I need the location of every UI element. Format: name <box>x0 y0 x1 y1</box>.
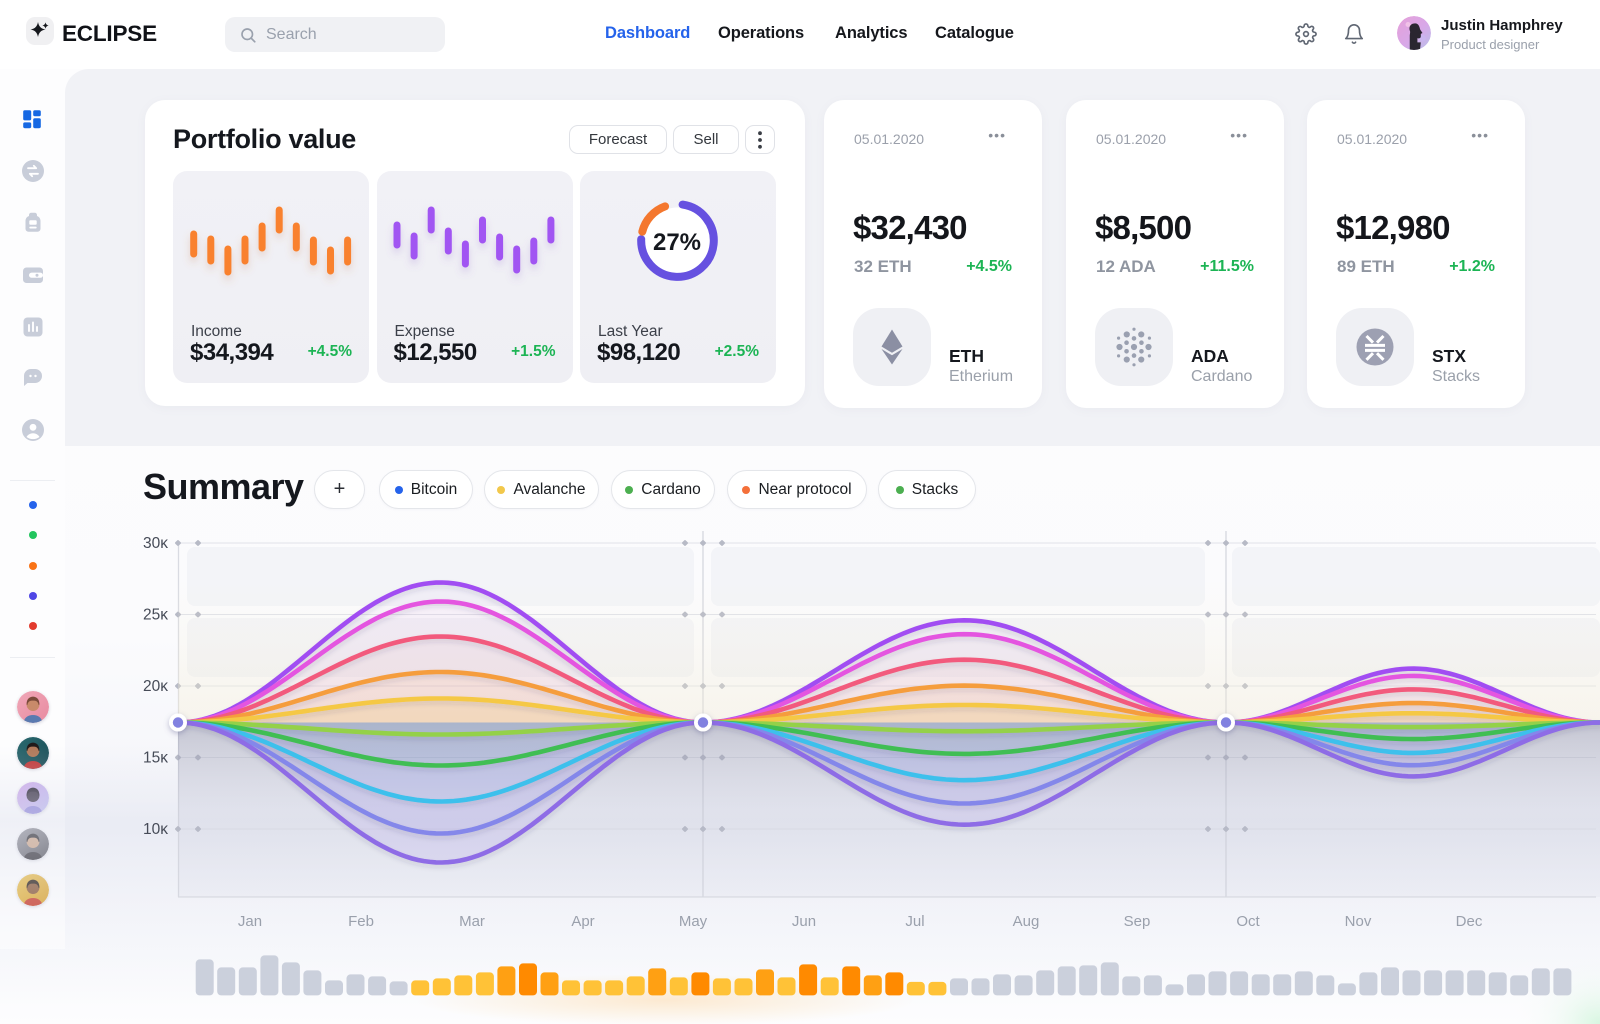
svg-text:Jul: Jul <box>905 913 924 930</box>
svg-text:Oct: Oct <box>1236 913 1260 930</box>
svg-text:Nov: Nov <box>1345 913 1372 930</box>
svg-text:25ĸ: 25ĸ <box>143 607 168 624</box>
svg-text:30ĸ: 30ĸ <box>143 535 168 552</box>
svg-text:Sep: Sep <box>1124 913 1151 930</box>
svg-text:May: May <box>679 913 708 930</box>
svg-text:Apr: Apr <box>571 913 594 930</box>
svg-text:Jun: Jun <box>792 913 816 930</box>
svg-text:Feb: Feb <box>348 913 374 930</box>
svg-text:Aug: Aug <box>1013 913 1040 930</box>
svg-text:Mar: Mar <box>459 913 485 930</box>
svg-text:10ĸ: 10ĸ <box>143 821 168 838</box>
svg-text:Jan: Jan <box>238 913 262 930</box>
svg-text:15ĸ: 15ĸ <box>143 750 168 767</box>
svg-text:20ĸ: 20ĸ <box>143 678 168 695</box>
svg-text:Dec: Dec <box>1456 913 1483 930</box>
